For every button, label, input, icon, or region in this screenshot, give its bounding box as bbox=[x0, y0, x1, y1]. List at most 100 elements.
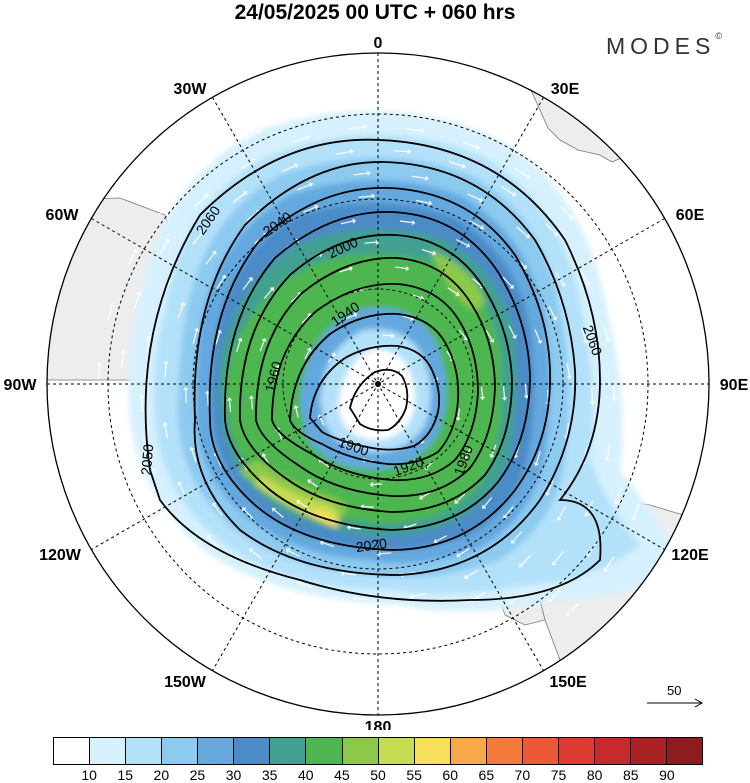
wind-vector bbox=[285, 548, 301, 558]
wind-vector bbox=[446, 653, 464, 661]
wind-vector bbox=[467, 193, 484, 203]
colorbar-swatch bbox=[414, 738, 451, 764]
wind-vector bbox=[393, 149, 411, 155]
wind-vector bbox=[415, 199, 433, 206]
colorbar-tick-label: 10 bbox=[81, 767, 97, 783]
wind-vector bbox=[245, 129, 262, 140]
colorbar-swatch bbox=[270, 738, 307, 764]
wind-vector bbox=[177, 481, 187, 498]
colorbar-swatch bbox=[594, 738, 631, 764]
wind-vector bbox=[107, 303, 115, 321]
wind-vector bbox=[296, 580, 313, 588]
wind-vector bbox=[566, 362, 572, 380]
contour-label: 2020 bbox=[355, 535, 388, 555]
wind-vector bbox=[480, 386, 485, 401]
wind-vector bbox=[271, 507, 284, 518]
lon-label-150w: 150W bbox=[164, 674, 207, 691]
colorbar-swatch bbox=[198, 738, 235, 764]
wind-vector bbox=[559, 205, 574, 219]
colorbar-tick-label: 85 bbox=[622, 767, 639, 783]
wind-vector bbox=[249, 548, 263, 560]
longitude-labels: 0 30E 60E 90E 120E 150E 180 150W 120W 90… bbox=[4, 35, 749, 730]
wind-vector bbox=[545, 480, 554, 496]
colorbar-tick-label: 20 bbox=[153, 767, 170, 783]
colorbar-tick-label: 45 bbox=[334, 767, 350, 783]
colorbar-tick-label: 30 bbox=[225, 767, 242, 783]
wind-vector bbox=[580, 327, 588, 344]
lon-label-180: 180 bbox=[365, 719, 392, 730]
lon-label-90e: 90E bbox=[720, 377, 749, 394]
wind-vector bbox=[516, 226, 530, 238]
wind-vector bbox=[197, 559, 211, 574]
wind-vector bbox=[127, 470, 136, 488]
wind-vector bbox=[649, 446, 655, 465]
wind-vector bbox=[276, 646, 294, 655]
wind-vector bbox=[205, 250, 217, 265]
wind-vector bbox=[303, 204, 319, 213]
wind-vector bbox=[192, 230, 204, 245]
wind-vector bbox=[331, 663, 350, 669]
wind-vector bbox=[579, 270, 591, 286]
wind-vector bbox=[212, 502, 223, 517]
colorbar-tick-label: 90 bbox=[659, 767, 675, 783]
wind-vector bbox=[603, 556, 615, 572]
wind-vector bbox=[240, 158, 256, 170]
wind-vector bbox=[455, 238, 471, 248]
wind-vector bbox=[502, 276, 514, 289]
wind-vector bbox=[649, 327, 656, 346]
wind-vector bbox=[249, 395, 254, 410]
wind-vector bbox=[336, 149, 354, 155]
contour-1960 bbox=[255, 257, 496, 497]
wind-vector bbox=[293, 405, 299, 418]
wind-vector bbox=[485, 330, 495, 343]
wind-vector bbox=[206, 534, 219, 548]
contour-1940 bbox=[271, 283, 479, 482]
wind-vector bbox=[263, 287, 274, 299]
wind-vector bbox=[317, 414, 325, 426]
colorbar-ticks: 10 15 20 25 30 35 40 45 50 55 60 65 70 75 80 85 90 bbox=[53, 767, 703, 783]
wind-vector bbox=[281, 163, 299, 173]
wind-vector bbox=[589, 387, 595, 405]
wind-vector bbox=[192, 327, 200, 344]
wind-vector bbox=[139, 394, 145, 413]
wind-vector bbox=[630, 271, 640, 289]
colorbar-swatch bbox=[54, 738, 91, 764]
wind-vector bbox=[508, 325, 517, 339]
colorbar-swatch bbox=[342, 738, 379, 764]
lon-label-30e: 30E bbox=[551, 81, 580, 98]
colorbar-swatch bbox=[631, 738, 668, 764]
wind-vector bbox=[552, 551, 564, 566]
wind-vector bbox=[565, 602, 579, 617]
lon-label-60e: 60E bbox=[676, 207, 705, 224]
wind-vector bbox=[409, 105, 428, 111]
colorbar bbox=[53, 737, 703, 765]
wind-vector bbox=[307, 479, 319, 488]
wind-vector bbox=[356, 689, 375, 695]
wind-vector bbox=[162, 421, 169, 439]
colorbar-swatch bbox=[234, 738, 271, 764]
colorbar-swatch bbox=[667, 738, 703, 764]
wind-vector bbox=[242, 277, 253, 290]
reference-vector-arrow bbox=[647, 698, 704, 708]
wind-vector bbox=[503, 506, 514, 519]
wind-vector bbox=[465, 118, 483, 126]
contour-1920 bbox=[289, 312, 460, 466]
wind-vector bbox=[352, 596, 369, 602]
wind-vector bbox=[523, 383, 529, 399]
wind-vector bbox=[595, 253, 607, 269]
wind-vector bbox=[163, 360, 169, 378]
wind-vector bbox=[106, 479, 115, 497]
height-contours bbox=[144, 138, 602, 602]
wind-vector bbox=[227, 397, 233, 413]
wind-vector bbox=[158, 238, 170, 255]
wind-vector bbox=[468, 669, 486, 678]
colorbar-tick-label: 15 bbox=[117, 767, 134, 783]
wind-vector bbox=[514, 167, 531, 179]
colorbar-swatch bbox=[306, 738, 343, 764]
wind-vector bbox=[198, 160, 213, 173]
wind-vector bbox=[534, 329, 543, 344]
wind-vector bbox=[328, 352, 336, 363]
wind-vector bbox=[601, 220, 613, 236]
wind-vector bbox=[419, 491, 431, 500]
lon-label-150e: 150E bbox=[549, 674, 587, 691]
